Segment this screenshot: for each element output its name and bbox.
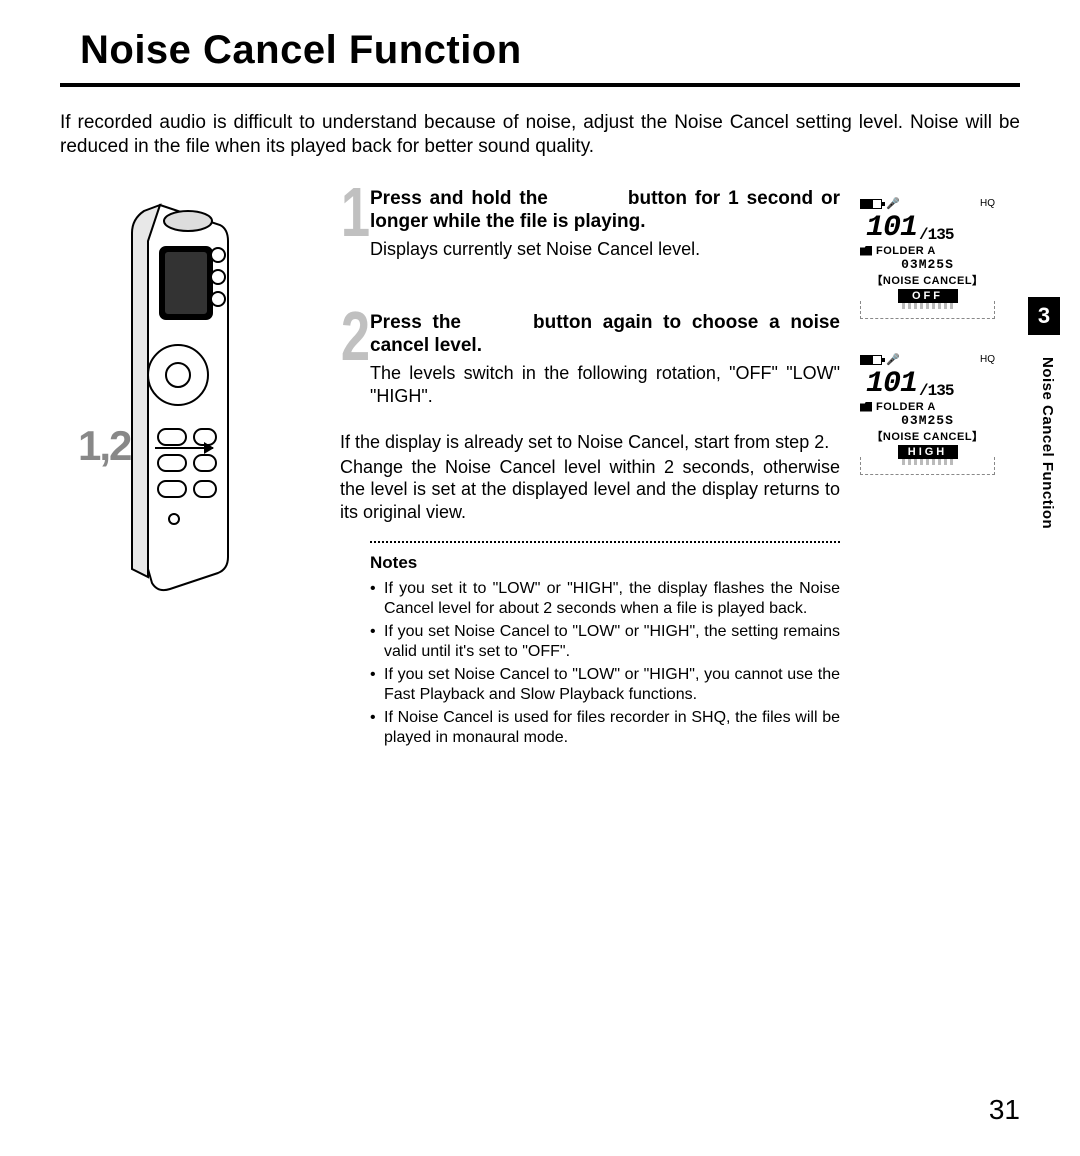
step-head-a: Press and hold the bbox=[370, 188, 548, 209]
step-heading: Press thebutton again to choose a noise … bbox=[370, 311, 840, 359]
lcd-folder: FOLDER A bbox=[860, 245, 995, 257]
battery-icon bbox=[860, 199, 882, 209]
lcd-noise-cancel-label: 【NOISE CANCEL】 bbox=[860, 428, 995, 444]
step-body: The levels switch in the following rotat… bbox=[370, 362, 840, 407]
lcd-scale bbox=[860, 457, 995, 475]
step-extra-2: Change the Noise Cancel level within 2 s… bbox=[340, 456, 840, 524]
device-arrow bbox=[155, 447, 213, 449]
lcd-noise-cancel-label: 【NOISE CANCEL】 bbox=[860, 272, 995, 288]
step-1: 1 Press and hold thebutton for 1 second … bbox=[340, 187, 840, 261]
lcd-total: /135 bbox=[919, 227, 953, 243]
lcd-time: 03M25S bbox=[860, 413, 995, 428]
mic-icon: 🎤 bbox=[886, 353, 900, 366]
title-rule bbox=[60, 83, 1020, 87]
page-number: 31 bbox=[989, 1094, 1020, 1126]
note-item: If you set Noise Cancel to "LOW" or "HIG… bbox=[370, 622, 840, 662]
lcd-time: 03M25S bbox=[860, 257, 995, 272]
step-2: 2 Press thebutton again to choose a nois… bbox=[340, 311, 840, 749]
lcd-hq: HQ bbox=[980, 198, 995, 209]
lcd-scale bbox=[860, 301, 995, 319]
step-extra-1: If the display is already set to Noise C… bbox=[340, 431, 840, 454]
step-number: 2 bbox=[341, 305, 370, 368]
notes-heading: Notes bbox=[370, 553, 840, 573]
lcd-folder-label: FOLDER A bbox=[876, 401, 936, 413]
lcd-folder-label: FOLDER A bbox=[876, 245, 936, 257]
step-number: 1 bbox=[341, 181, 370, 244]
step-body: Displays currently set Noise Cancel leve… bbox=[370, 238, 840, 261]
folder-icon bbox=[860, 246, 872, 256]
folder-icon bbox=[860, 402, 872, 412]
lcd-total: /135 bbox=[919, 383, 953, 399]
content-area: 1,2 bbox=[0, 187, 1080, 749]
battery-icon bbox=[860, 355, 882, 365]
note-item: If you set it to "LOW" or "HIGH", the di… bbox=[370, 579, 840, 619]
note-item: If you set Noise Cancel to "LOW" or "HIG… bbox=[370, 665, 840, 705]
steps-column: 1 Press and hold thebutton for 1 second … bbox=[340, 187, 840, 749]
recorder-icon bbox=[60, 197, 250, 597]
chapter-label: Noise Cancel Function bbox=[1039, 357, 1056, 529]
lcd-screen-high: 🎤 HQ 101 /135 FOLDER A 03M25S 【NOISE CAN… bbox=[860, 353, 995, 475]
step-heading: Press and hold thebutton for 1 second or… bbox=[370, 187, 840, 235]
lcd-file-number: 101 /135 bbox=[866, 369, 995, 399]
chapter-tab: 3 bbox=[1028, 297, 1060, 335]
lcd-screen-off: 🎤 HQ 101 /135 FOLDER A 03M25S 【NOISE CAN… bbox=[860, 197, 995, 319]
page-title: Noise Cancel Function bbox=[0, 0, 1080, 73]
lcd-big-num: 101 bbox=[866, 369, 917, 399]
notes-list: If you set it to "LOW" or "HIGH", the di… bbox=[370, 579, 840, 748]
device-step-label: 1,2 bbox=[78, 422, 130, 470]
device-illustration: 1,2 bbox=[60, 197, 320, 602]
mic-icon: 🎤 bbox=[886, 197, 900, 210]
lcd-file-number: 101 /135 bbox=[866, 213, 995, 243]
lcd-hq: HQ bbox=[980, 354, 995, 365]
intro-paragraph: If recorded audio is difficult to unders… bbox=[60, 111, 1020, 159]
note-item: If Noise Cancel is used for files record… bbox=[370, 708, 840, 748]
step-head-a: Press the bbox=[370, 312, 461, 333]
lcd-folder: FOLDER A bbox=[860, 401, 995, 413]
lcd-column: 🎤 HQ 101 /135 FOLDER A 03M25S 【NOISE CAN… bbox=[860, 197, 1020, 509]
lcd-big-num: 101 bbox=[866, 213, 917, 243]
dotted-rule bbox=[370, 541, 840, 543]
